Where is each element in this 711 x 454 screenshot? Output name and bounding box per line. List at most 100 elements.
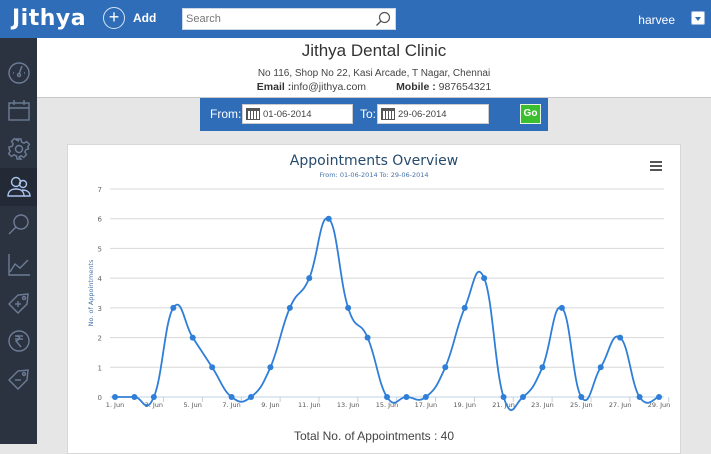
data-point[interactable] — [189, 334, 196, 341]
data-point[interactable] — [500, 394, 507, 400]
tag-plus-icon — [7, 293, 29, 314]
sidebar — [0, 38, 37, 444]
data-point[interactable] — [150, 394, 157, 400]
clinic-address: No 116, Shop No 22, Kasi Arcade, T Nagar… — [257, 68, 491, 79]
data-point[interactable] — [209, 364, 216, 371]
sidebar-item-remove-tag[interactable] — [0, 360, 37, 398]
y-tick-label: 0 — [98, 394, 102, 402]
data-point[interactable] — [461, 304, 468, 311]
data-point[interactable] — [617, 334, 624, 341]
user-name[interactable]: harvee — [638, 13, 675, 27]
date-filter-bar: From: 01-06-2014 To: 29-06-2014 Go — [200, 98, 548, 131]
x-tick-label: 19. Jun — [453, 401, 476, 409]
y-tick-label: 7 — [98, 186, 102, 194]
tag-minus-icon — [7, 369, 29, 390]
total-appointments: Total No. of Appointments : 40 — [293, 429, 455, 443]
x-tick-label: 13. Jun — [337, 401, 360, 409]
y-tick-label: 3 — [98, 305, 102, 313]
x-tick-label: 7. Jun — [222, 401, 240, 409]
data-point[interactable] — [422, 394, 429, 400]
sidebar-item-reports[interactable] — [0, 246, 37, 284]
chart-title: Appointments Overview — [289, 153, 459, 169]
y-tick-label: 6 — [98, 216, 103, 224]
y-tick-label: 4 — [98, 275, 103, 283]
data-point[interactable] — [228, 394, 235, 400]
data-point[interactable] — [306, 275, 313, 282]
users-icon — [6, 176, 31, 197]
data-point[interactable] — [112, 394, 118, 400]
to-label: To: — [360, 107, 377, 121]
data-point[interactable] — [267, 364, 274, 371]
chart-card: 0 1 2 3 4 5 6 7 No. of Appointments 1. Jun 3. Jun 5… — [67, 144, 681, 454]
x-tick-label: 23. Jun — [531, 401, 554, 409]
chart-menu-icon[interactable] — [650, 161, 662, 173]
go-button[interactable]: Go — [520, 104, 541, 124]
sidebar-item-add-tag[interactable] — [0, 284, 37, 322]
calendar-icon — [381, 108, 395, 120]
data-point[interactable] — [656, 394, 662, 400]
x-tick-label: 17. Jun — [415, 401, 438, 409]
search-icon[interactable] — [375, 11, 391, 27]
y-tick-label: 2 — [98, 335, 102, 343]
data-point[interactable] — [597, 364, 604, 371]
clinic-name: Jithya Dental Clinic — [301, 41, 447, 60]
from-label: From: — [210, 107, 242, 121]
to-date-value: 29-06-2014 — [398, 108, 447, 120]
clinic-header: Jithya Dental Clinic No 116, Shop No 22,… — [37, 38, 711, 98]
gear-icon — [7, 137, 30, 160]
data-point[interactable] — [403, 394, 410, 400]
data-point[interactable] — [481, 275, 488, 282]
data-point[interactable] — [345, 304, 352, 311]
search-input[interactable] — [183, 9, 368, 29]
plus-icon: + — [103, 7, 125, 29]
sidebar-item-settings[interactable] — [0, 130, 37, 168]
data-point[interactable] — [558, 304, 565, 311]
user-dropdown-icon[interactable] — [691, 11, 705, 25]
app-logo[interactable]: Jithya — [12, 6, 87, 31]
data-point[interactable] — [578, 394, 585, 400]
x-tick-label: 3. Jun — [145, 401, 163, 409]
top-bar: Jithya + Add harvee — [0, 0, 711, 38]
data-point[interactable] — [384, 394, 390, 400]
mobile-label: Mobile : — [396, 81, 436, 93]
line-chart-icon — [7, 254, 30, 276]
data-point[interactable] — [539, 364, 546, 371]
x-tick-label: 11. Jun — [298, 401, 321, 409]
from-date-value: 01-06-2014 — [263, 108, 312, 120]
sidebar-item-search[interactable] — [0, 206, 37, 244]
speedometer-icon — [7, 62, 30, 84]
x-tick-label: 21. Jun — [492, 401, 515, 409]
add-label: Add — [133, 11, 157, 25]
y-axis-label: No. of Appointments — [87, 259, 95, 326]
sidebar-item-dashboard[interactable] — [0, 54, 37, 92]
x-tick-label: 9. Jun — [261, 401, 279, 409]
x-tick-label: 1. Jun — [106, 401, 124, 409]
sidebar-item-calendar[interactable] — [0, 92, 37, 130]
data-point[interactable] — [636, 394, 643, 400]
email-label: Email : — [256, 81, 292, 93]
data-point[interactable] — [364, 334, 371, 341]
data-point[interactable] — [248, 394, 254, 400]
sidebar-item-patients[interactable] — [0, 168, 37, 206]
data-point[interactable] — [286, 304, 293, 311]
add-button[interactable]: + Add — [103, 7, 156, 29]
x-tick-label: 29. Jun — [648, 401, 671, 409]
calendar-icon — [246, 108, 260, 120]
rupee-icon — [7, 330, 30, 352]
data-point[interactable] — [325, 215, 332, 222]
search-icon — [8, 214, 29, 235]
from-date-input[interactable]: 01-06-2014 — [242, 104, 353, 124]
data-point[interactable] — [131, 394, 138, 400]
data-point[interactable] — [520, 394, 526, 400]
clinic-mobile: 987654321 — [438, 81, 492, 93]
calendar-icon — [7, 100, 30, 121]
series-line — [115, 217, 660, 412]
clinic-email: info@jithya.com — [291, 81, 367, 93]
to-date-input[interactable]: 29-06-2014 — [377, 104, 489, 124]
x-tick-label: 27. Jun — [609, 401, 632, 409]
data-point[interactable] — [442, 364, 449, 371]
sidebar-item-billing[interactable] — [0, 322, 37, 360]
appointments-chart: 0 1 2 3 4 5 6 7 No. of Appointments 1. Jun 3. Jun 5… — [87, 186, 671, 412]
x-tick-label: 25. Jun — [570, 401, 593, 409]
data-point[interactable] — [170, 304, 177, 311]
